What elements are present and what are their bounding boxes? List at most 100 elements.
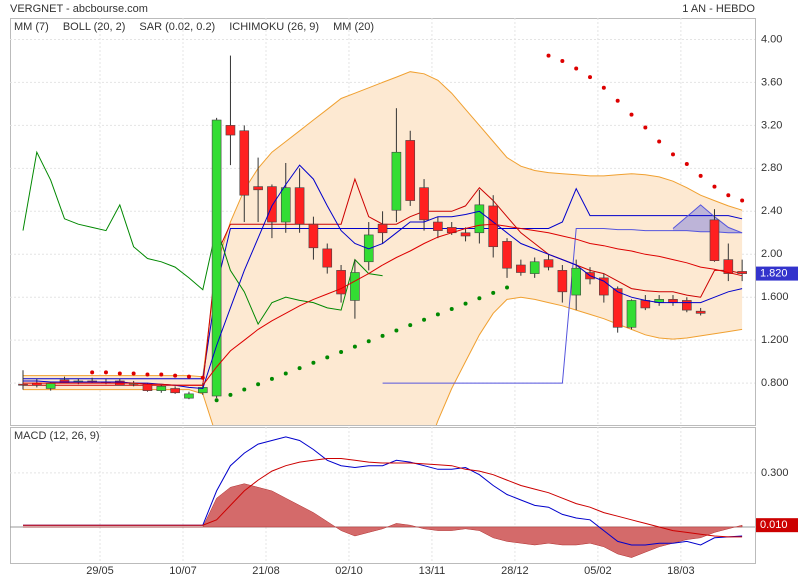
sar-dot — [103, 370, 108, 375]
sar-dot — [159, 372, 164, 377]
sar-dot — [629, 112, 634, 117]
main-frame — [10, 18, 756, 426]
candle-body — [419, 187, 429, 221]
y-tick-label: 0.800 — [761, 377, 789, 389]
ichimoku-line — [672, 204, 743, 234]
ichimoku-line — [22, 150, 383, 326]
x-tick-label: 02/10 — [335, 565, 363, 577]
candle-body — [557, 270, 568, 293]
y-tick-label: 2.80 — [761, 162, 782, 174]
macd-frame — [10, 427, 756, 564]
sar-dot — [505, 285, 510, 290]
sar-dot — [546, 53, 551, 58]
sar-dot — [560, 58, 565, 63]
sar-dot — [228, 392, 233, 397]
candle-body — [723, 259, 734, 274]
sar-dot — [435, 312, 440, 317]
sar-dot — [615, 98, 620, 103]
sar-dot — [670, 152, 675, 157]
period: 1 AN - HEBDO — [682, 3, 755, 15]
x-tick-label: 18/03 — [667, 565, 695, 577]
candle-body — [336, 270, 346, 295]
candle-body — [170, 388, 180, 394]
sar-dot — [117, 371, 122, 376]
candle-body — [363, 234, 374, 263]
sar-dot — [684, 162, 689, 167]
ichimoku-cloud — [673, 204, 743, 233]
candle-body — [612, 288, 623, 328]
candle-body — [599, 277, 609, 296]
x-tick-label: 10/07 — [169, 565, 197, 577]
sar-dot — [283, 371, 288, 376]
sar-dot — [173, 373, 178, 378]
y-tick-label: 3.20 — [761, 119, 782, 131]
sar-dot — [325, 355, 330, 360]
last-value-label: 1.820 — [760, 267, 788, 279]
moving-average — [23, 164, 743, 390]
candle-body — [737, 271, 747, 274]
title: VERGNET - abcbourse.com — [10, 3, 148, 15]
candle-body — [405, 140, 416, 201]
sar-dot — [214, 398, 219, 403]
sar-dot — [657, 139, 662, 144]
legend-entry: SAR (0.02, 0.2) — [139, 21, 215, 33]
sar-dot — [380, 333, 385, 338]
sar-dot — [408, 323, 413, 328]
sar-dot — [200, 375, 205, 380]
candle-body — [239, 130, 250, 196]
sar-dot — [491, 290, 496, 295]
last-value-box — [756, 266, 798, 281]
candle-body — [142, 383, 153, 391]
sar-dot — [726, 193, 731, 198]
candle-body — [211, 119, 222, 397]
candle-body — [267, 186, 277, 223]
candle-body — [280, 187, 291, 223]
candle-body — [571, 267, 581, 296]
moving-average — [23, 223, 743, 386]
candle-body — [253, 186, 263, 191]
candle-body — [695, 310, 706, 314]
candle-body — [156, 386, 167, 391]
y-tick-label: 3.60 — [761, 76, 782, 88]
candle-body — [516, 264, 526, 273]
sar-dot — [463, 301, 468, 306]
candle-body — [474, 204, 485, 234]
x-tick-label: 28/12 — [501, 565, 529, 577]
candle-body — [460, 232, 471, 237]
sar-dot — [339, 349, 344, 354]
boll-upper — [23, 71, 743, 378]
y-tick-label: 2.40 — [761, 205, 782, 217]
sar-dot — [311, 360, 316, 365]
candle-body — [488, 205, 499, 248]
sar-dot — [242, 387, 247, 392]
sar-dot — [477, 296, 482, 301]
sar-dot — [131, 371, 136, 376]
boll-band — [23, 71, 743, 425]
sar-dot — [574, 66, 579, 71]
candle-body — [322, 248, 333, 268]
sar-dot — [186, 374, 191, 379]
candle-body — [626, 300, 637, 328]
candle-body — [709, 219, 720, 261]
candle-body — [184, 393, 194, 399]
candle-body — [377, 223, 388, 234]
sar-dot — [366, 339, 371, 344]
candle-body — [529, 261, 540, 274]
candle-body — [225, 125, 236, 136]
sar-dot — [449, 307, 454, 312]
sar-dot — [422, 317, 427, 322]
legend-entry: MM (7) — [14, 21, 49, 33]
sar-dot — [712, 184, 717, 189]
macd-title: MACD (12, 26, 9) — [14, 430, 100, 442]
y-tick-label: 0.300 — [761, 467, 789, 479]
y-tick-label: 2.00 — [761, 248, 782, 260]
candle-body — [668, 299, 678, 303]
x-tick-label: 05/02 — [584, 565, 612, 577]
plot — [18, 53, 747, 425]
sar-dot — [90, 370, 95, 375]
candle-body — [543, 259, 554, 268]
candle-body — [18, 383, 28, 386]
y-tick-label: 1.200 — [761, 334, 789, 346]
